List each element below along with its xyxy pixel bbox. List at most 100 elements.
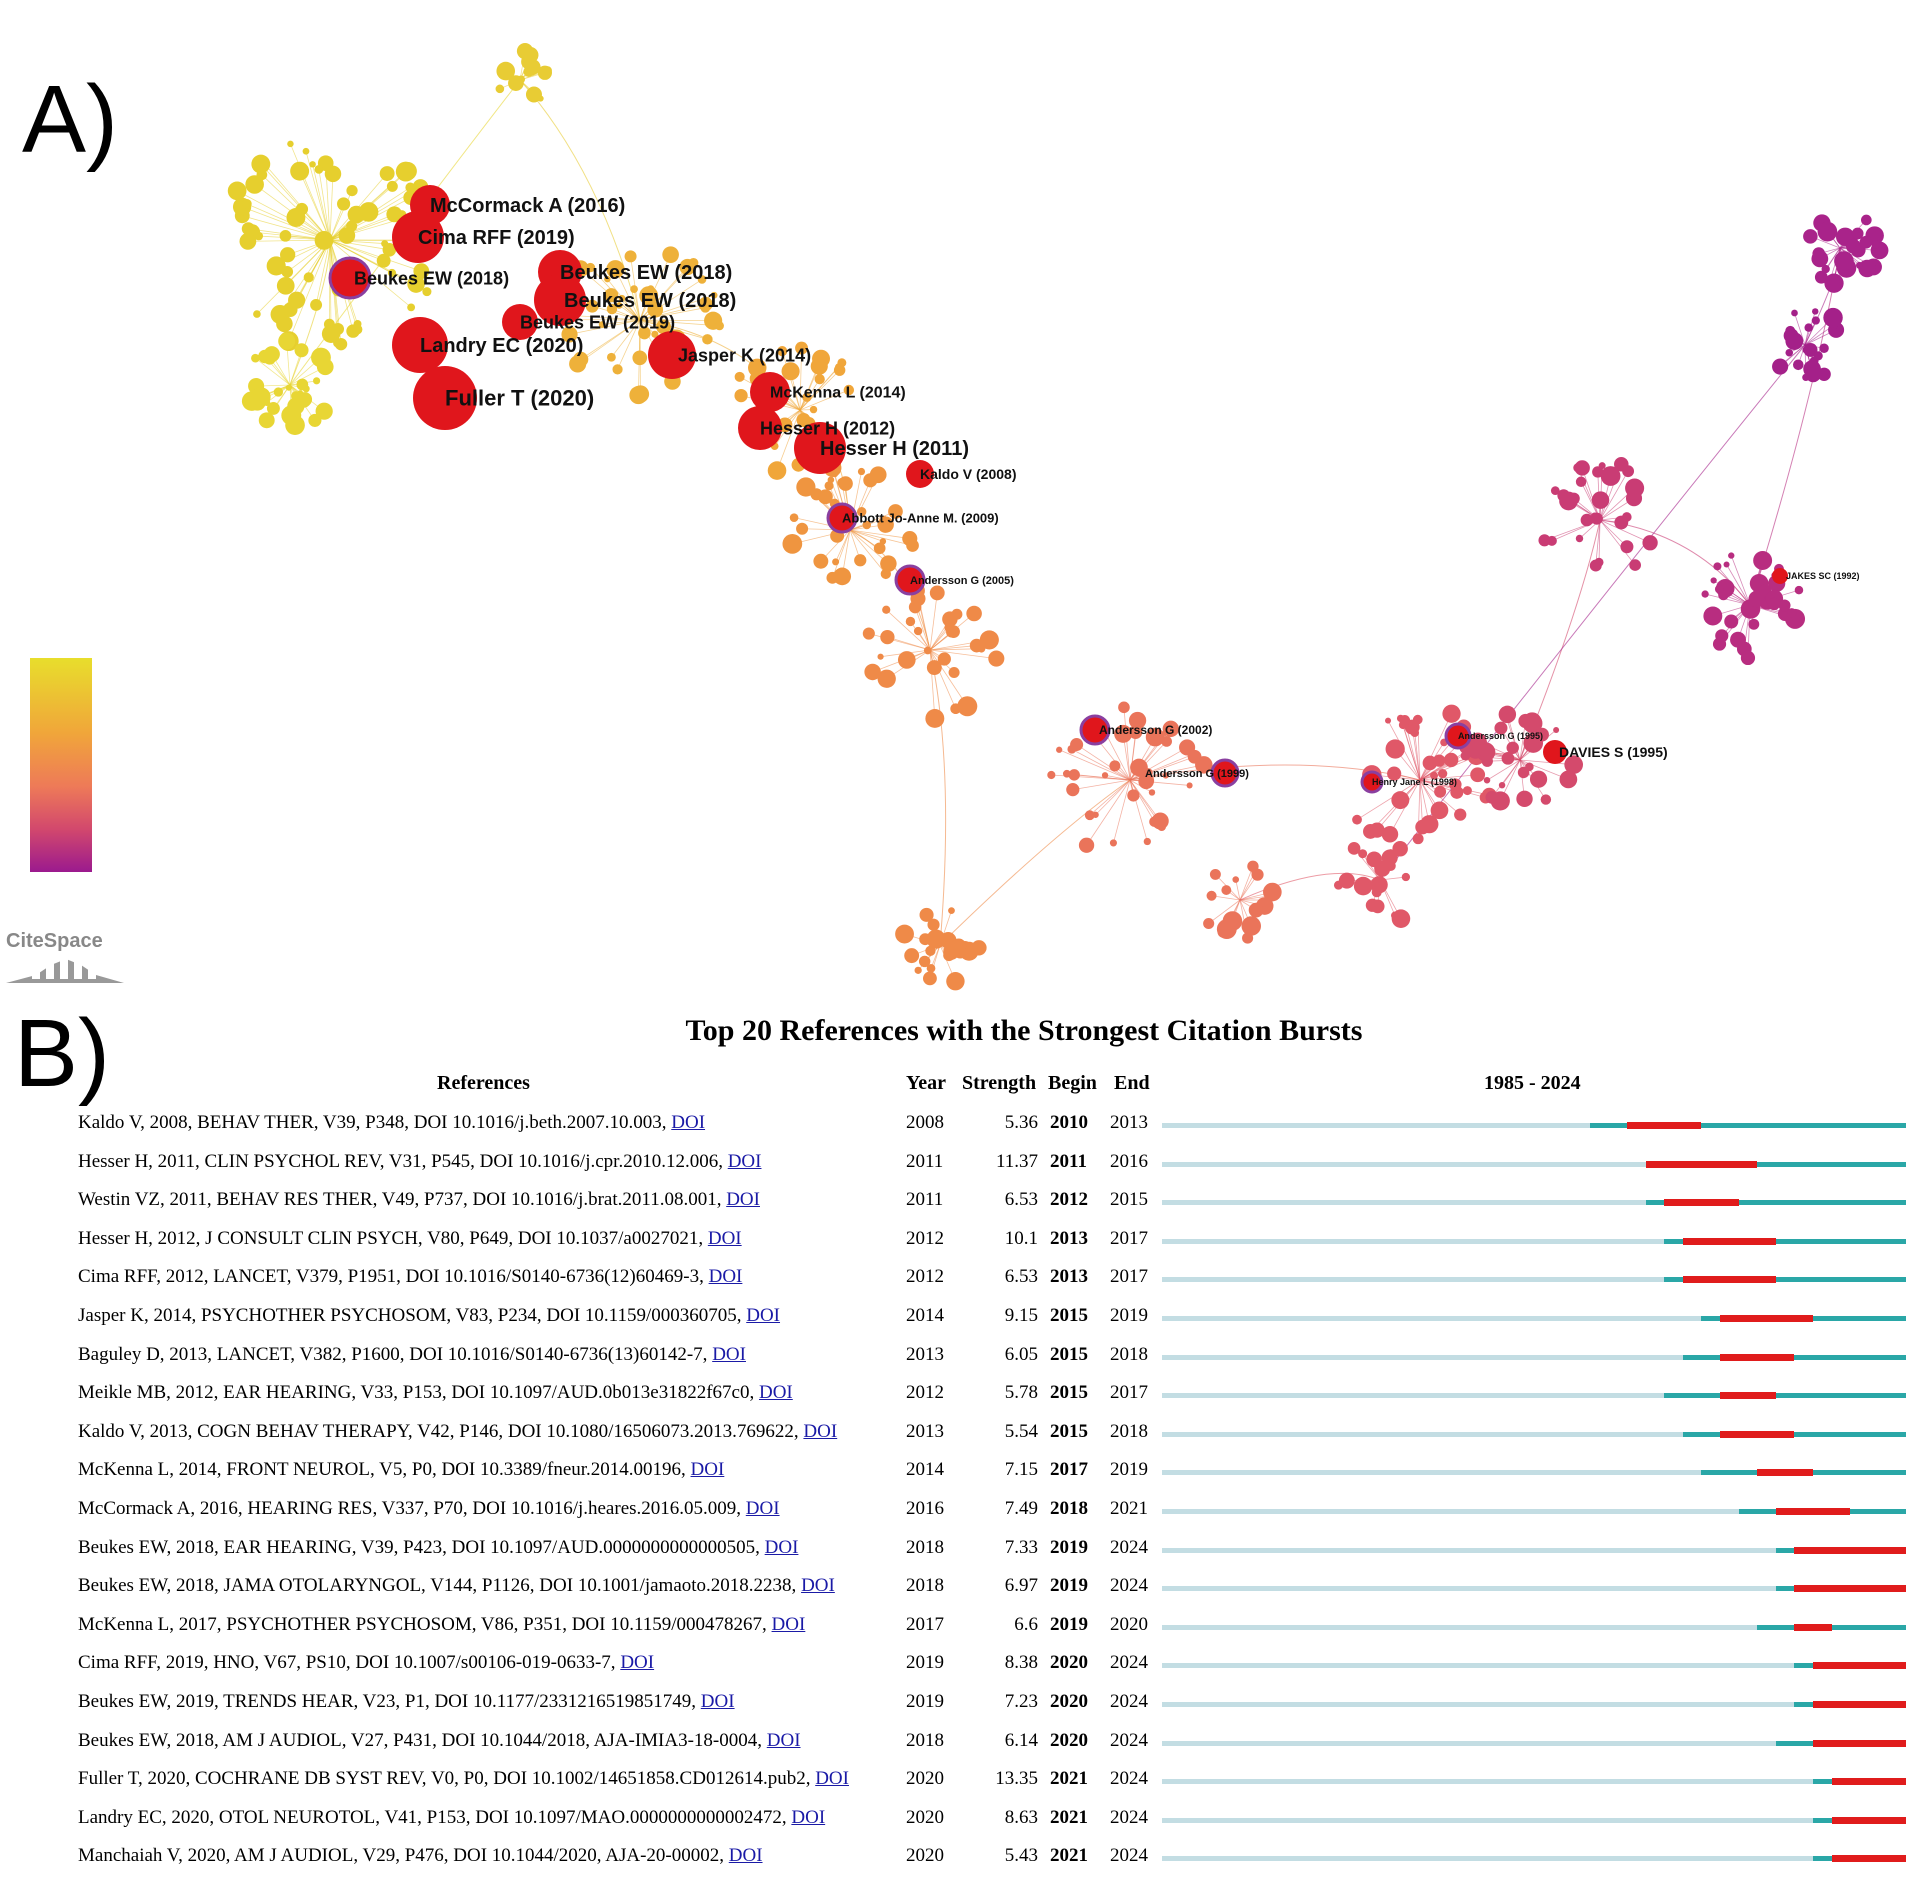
burst-timeline	[1162, 1200, 1906, 1205]
doi-link[interactable]: DOI	[746, 1498, 780, 1519]
network-node	[607, 353, 616, 362]
doi-link[interactable]: DOI	[671, 1112, 705, 1133]
node-label: Beukes EW (2018)	[564, 290, 736, 312]
begin-cell: 2010	[1050, 1112, 1088, 1134]
network-node	[950, 703, 961, 714]
burst-bar	[1832, 1817, 1906, 1824]
network-node	[1382, 826, 1399, 843]
network-node	[1251, 869, 1263, 881]
node-label: Cima RFF (2019)	[418, 227, 575, 249]
doi-link[interactable]: DOI	[759, 1382, 793, 1403]
network-node	[914, 627, 922, 635]
network-node	[1386, 739, 1405, 758]
network-node	[1249, 903, 1264, 918]
doi-link[interactable]: DOI	[791, 1807, 825, 1828]
network-node	[1047, 771, 1055, 779]
doi-link[interactable]: DOI	[765, 1537, 799, 1558]
network-node	[310, 299, 322, 311]
network-node	[1484, 777, 1491, 784]
doi-link[interactable]: DOI	[772, 1614, 806, 1635]
doi-link[interactable]: DOI	[709, 1266, 743, 1287]
network-node	[1701, 590, 1708, 597]
network-node	[1118, 702, 1130, 714]
node-label: DAVIES S (1995)	[1559, 744, 1668, 760]
doi-link[interactable]: DOI	[620, 1652, 654, 1673]
node-label: Landry EC (2020)	[420, 335, 583, 357]
network-node	[768, 461, 787, 480]
network-node	[258, 350, 272, 364]
reference-citation: Cima RFF, 2012, LANCET, V379, P1951, DOI…	[78, 1266, 704, 1287]
burst-timeline	[1162, 1779, 1906, 1784]
doi-link[interactable]: DOI	[815, 1768, 849, 1789]
strength-cell: 6.6	[960, 1614, 1038, 1636]
year-cell: 2019	[906, 1652, 944, 1674]
year-cell: 2014	[906, 1459, 944, 1481]
network-node	[882, 606, 890, 614]
network-node	[1210, 869, 1221, 880]
network-node	[1772, 359, 1788, 375]
network-node	[925, 709, 944, 728]
network-node	[288, 292, 305, 309]
network-node	[244, 393, 258, 407]
network-node	[948, 907, 955, 914]
strength-cell: 6.14	[960, 1730, 1038, 1752]
network-node	[1203, 918, 1214, 929]
strength-cell: 9.15	[960, 1305, 1038, 1327]
burst-row: Meikle MB, 2012, EAR HEARING, V33, P153,…	[0, 1376, 1908, 1415]
end-cell: 2018	[1110, 1421, 1148, 1443]
year-cell: 2014	[906, 1305, 944, 1327]
doi-link[interactable]: DOI	[712, 1344, 746, 1365]
end-cell: 2024	[1110, 1730, 1148, 1752]
network-node	[1575, 460, 1590, 475]
network-node	[1411, 729, 1420, 738]
network-node	[1463, 786, 1472, 795]
doi-link[interactable]: DOI	[746, 1305, 780, 1326]
network-node	[1547, 536, 1557, 546]
doi-link[interactable]: DOI	[691, 1459, 725, 1480]
doi-link[interactable]: DOI	[701, 1691, 735, 1712]
network-node	[1741, 651, 1755, 665]
network-node	[951, 609, 962, 620]
doi-link[interactable]: DOI	[708, 1228, 742, 1249]
doi-link[interactable]: DOI	[803, 1421, 837, 1442]
reference-text: McCormack A, 2016, HEARING RES, V337, P7…	[78, 1498, 780, 1520]
begin-cell: 2011	[1050, 1151, 1087, 1173]
burst-timeline	[1162, 1355, 1906, 1360]
end-cell: 2024	[1110, 1691, 1148, 1713]
end-cell: 2018	[1110, 1344, 1148, 1366]
network-node	[1339, 873, 1355, 889]
doi-link[interactable]: DOI	[801, 1575, 835, 1596]
strength-cell: 5.43	[960, 1845, 1038, 1867]
reference-text: Cima RFF, 2012, LANCET, V379, P1951, DOI…	[78, 1266, 742, 1288]
network-node	[1791, 310, 1798, 317]
burst-timeline	[1162, 1856, 1906, 1861]
node-label: Andersson G (2002)	[1099, 723, 1212, 737]
network-node	[1614, 457, 1629, 472]
network-node	[278, 333, 295, 350]
node-label: Beukes EW (2019)	[520, 312, 675, 332]
doi-link[interactable]: DOI	[728, 1151, 762, 1172]
network-node	[877, 654, 883, 660]
network-node	[735, 372, 745, 382]
doi-link[interactable]: DOI	[767, 1730, 801, 1751]
doi-link[interactable]: DOI	[729, 1845, 763, 1866]
network-node	[930, 585, 945, 600]
reference-text: Kaldo V, 2008, BEHAV THER, V39, P348, DO…	[78, 1112, 705, 1134]
end-cell: 2016	[1110, 1151, 1148, 1173]
network-node	[1823, 308, 1842, 327]
reference-citation: Beukes EW, 2018, JAMA OTOLARYNGOL, V144,…	[78, 1575, 796, 1596]
burst-row: McKenna L, 2014, FRONT NEUROL, V5, P0, D…	[0, 1453, 1908, 1492]
node-label: McKenna L (2014)	[770, 385, 906, 402]
network-node	[1730, 632, 1746, 648]
strength-cell: 7.49	[960, 1498, 1038, 1520]
network-node	[285, 415, 305, 435]
network-node	[1713, 637, 1726, 650]
network-node	[1559, 771, 1577, 789]
burst-timeline	[1162, 1470, 1906, 1475]
doi-link[interactable]: DOI	[726, 1189, 760, 1210]
reference-text: Baguley D, 2013, LANCET, V382, P1600, DO…	[78, 1344, 746, 1366]
network-node	[527, 67, 536, 76]
network-node	[1109, 760, 1120, 771]
burst-bar	[1720, 1392, 1776, 1399]
network-node	[1861, 215, 1872, 226]
